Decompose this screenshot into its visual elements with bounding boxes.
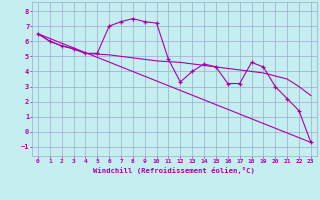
X-axis label: Windchill (Refroidissement éolien,°C): Windchill (Refroidissement éolien,°C) xyxy=(93,167,255,174)
